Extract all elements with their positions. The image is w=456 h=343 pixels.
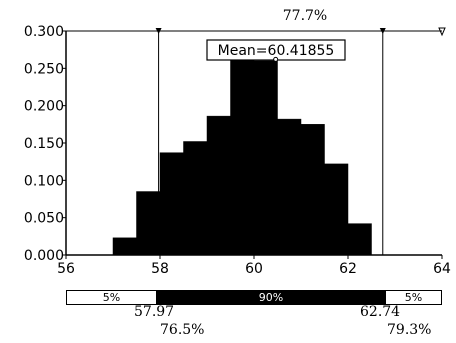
y-tick-label: 0.000 [24,248,64,264]
x-axis-ticks: 56 58 60 62 64 [57,255,451,277]
histogram-bar [183,141,208,256]
x-tick-label: 64 [433,261,451,277]
x-tick-label: 56 [57,261,75,277]
band-upper-tail: 5% [385,291,441,304]
histogram-bar [253,60,278,256]
y-axis-ticks: 0.000 0.050 0.100 0.150 0.200 0.250 0.300 [24,24,66,264]
histogram-bars [112,56,372,256]
y-tick-label: 0.150 [24,136,64,152]
histogram-bar [324,163,349,256]
mean-label: Mean=60.41855 [218,43,335,59]
histogram-chart: 0.000 0.050 0.100 0.150 0.200 0.250 0.300 56 58… [24,8,451,277]
histogram-bar [277,118,302,256]
histogram-bar [347,223,372,256]
band-middle: 90% [157,291,385,304]
band-upper-tail-label: 5% [404,291,423,304]
band-lower-tail: 5% [67,291,157,304]
y-tick-label: 0.050 [24,211,64,227]
x-tick-label: 62 [339,261,357,277]
band-middle-label: 90% [258,291,284,304]
histogram-bar [159,152,184,256]
y-tick-label: 0.250 [24,61,64,77]
mean-annotation: Mean=60.41855 [206,39,346,62]
histogram-bar [300,124,325,256]
lower-percent-label: 76.5% [160,322,205,338]
histogram-bar [230,56,255,256]
y-tick-label: 0.200 [24,99,64,115]
histogram-bar [206,115,231,256]
histogram-bar [136,191,161,256]
mean-marker [273,56,279,62]
x-tick-label: 60 [245,261,263,277]
top-percent-label: 77.7% [283,8,327,24]
y-tick-label: 0.100 [24,173,64,189]
upper-cut-value: 62.74 [360,304,401,320]
histogram-bar [112,237,137,256]
y-tick-label: 0.300 [24,24,64,40]
percentile-band: 5% 90% 5% [66,290,442,305]
band-lower-tail-label: 5% [102,291,121,304]
upper-percent-label: 79.3% [387,322,432,338]
lower-cut-value: 57.97 [134,304,175,320]
x-tick-label: 58 [151,261,169,277]
